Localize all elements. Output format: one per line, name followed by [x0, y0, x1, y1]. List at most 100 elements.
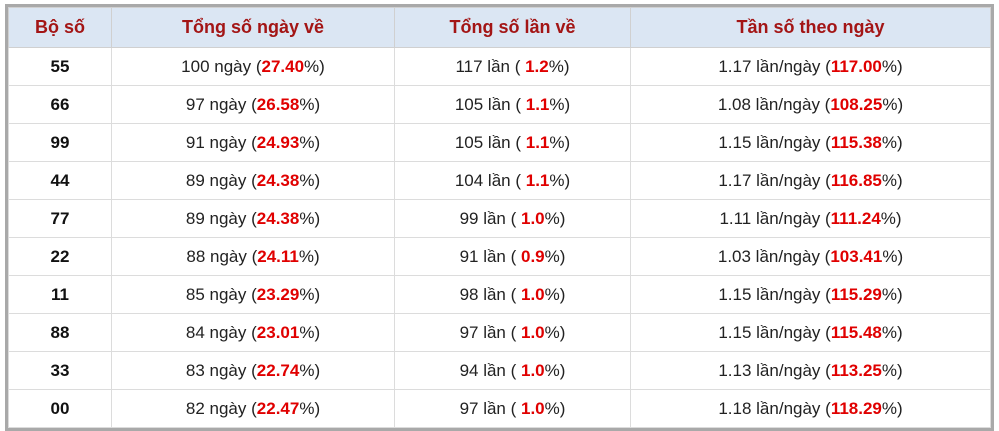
header-cell: Tổng số lần về — [394, 7, 631, 48]
stat-cell: 105 lần ( 1.1%) — [394, 85, 631, 124]
cell-text: 1.08 lần/ngày ( — [717, 94, 831, 114]
percent-value: 1.2 — [525, 56, 549, 76]
cell-text: %) — [882, 94, 904, 114]
percent-value: 1.0 — [521, 284, 545, 304]
percent-value: 1.1 — [525, 94, 550, 114]
table-row: 44 89 ngày (24.38%) 104 lần ( 1.1%) 1.17 lầ… — [8, 161, 991, 200]
cell-text: 98 lần ( — [459, 284, 521, 304]
stat-cell: 1.15 lần/ngày (115.38%) — [630, 123, 991, 162]
number-cell: 11 — [8, 275, 112, 314]
stat-cell: 97 lần ( 1.0%) — [394, 313, 631, 352]
cell-text: 1.18 lần/ngày ( — [718, 398, 831, 418]
percent-value: 24.38 — [256, 208, 300, 228]
stat-cell: 1.08 lần/ngày (108.25%) — [630, 85, 991, 124]
cell-text: %) — [549, 132, 571, 152]
percent-value: 1.1 — [525, 170, 550, 190]
percent-value: 111.24 — [830, 208, 881, 228]
percent-value: 103.41 — [830, 246, 883, 266]
header-cell: Bộ số — [8, 7, 112, 48]
stat-cell: 98 lần ( 1.0%) — [394, 275, 631, 314]
frequency-table: Bộ số Tổng số ngày về Tổng số lần về Tần số… — [8, 7, 991, 428]
percent-value: 1.0 — [521, 360, 545, 380]
cell-text: %) — [548, 56, 570, 76]
stat-cell: 104 lần ( 1.1%) — [394, 161, 631, 200]
percent-value: 115.48 — [830, 322, 882, 342]
cell-text: %) — [881, 322, 903, 342]
percent-value: 1.0 — [521, 208, 545, 228]
cell-text: %) — [304, 56, 325, 76]
cell-text: %) — [299, 208, 321, 228]
cell-text: %) — [544, 284, 566, 304]
stat-cell: 1.13 lần/ngày (113.25%) — [630, 351, 991, 390]
cell-text: %) — [544, 208, 566, 228]
number-cell: 55 — [8, 47, 112, 86]
stat-cell: 1.15 lần/ngày (115.29%) — [630, 275, 991, 314]
percent-value: 23.01 — [256, 322, 300, 342]
cell-text: %) — [882, 246, 904, 266]
percent-value: 1.1 — [525, 132, 550, 152]
cell-text: %) — [881, 284, 903, 304]
cell-text: 85 ngày ( — [185, 284, 257, 304]
number-cell: 44 — [8, 161, 112, 200]
stat-cell: 89 ngày (24.38%) — [111, 161, 395, 200]
cell-text: 82 ngày ( — [185, 398, 257, 418]
percent-value: 1.0 — [521, 322, 545, 342]
header-cell: Tần số theo ngày — [630, 7, 991, 48]
percent-value: 24.38 — [256, 170, 300, 190]
cell-text: %) — [544, 322, 566, 342]
cell-text: %) — [299, 398, 321, 418]
stat-cell: 1.17 lần/ngày (116.85%) — [630, 161, 991, 200]
cell-text: 105 lần ( — [454, 94, 526, 114]
cell-text: 89 ngày ( — [185, 170, 257, 190]
table-frame: Bộ số Tổng số ngày về Tổng số lần về Tần số… — [5, 4, 994, 431]
stat-cell: 1.17 lần/ngày (117.00%) — [630, 47, 991, 86]
percent-value: 116.85 — [830, 170, 882, 190]
cell-text: 84 ngày ( — [185, 322, 257, 342]
number-cell: 22 — [8, 237, 112, 276]
stat-cell: 91 ngày (24.93%) — [111, 123, 395, 162]
cell-text: %) — [544, 360, 566, 380]
cell-text: 88 ngày ( — [186, 246, 258, 266]
percent-value: 108.25 — [830, 94, 883, 114]
cell-text: %) — [299, 322, 321, 342]
percent-value: 115.29 — [830, 284, 882, 304]
number-cell: 66 — [8, 85, 112, 124]
stat-cell: 83 ngày (22.74%) — [111, 351, 395, 390]
percent-value: 22.47 — [256, 398, 300, 418]
stat-cell: 89 ngày (24.38%) — [111, 199, 395, 238]
stat-cell: 82 ngày (22.47%) — [111, 389, 395, 428]
stat-cell: 91 lần ( 0.9%) — [394, 237, 631, 276]
number-cell: 99 — [8, 123, 112, 162]
table-row: 66 97 ngày (26.58%) 105 lần ( 1.1%) 1.08 lầ… — [8, 85, 991, 124]
stat-cell: 97 lần ( 1.0%) — [394, 389, 631, 428]
percent-value: 115.38 — [830, 132, 882, 152]
table-row: 33 83 ngày (22.74%) 94 lần ( 1.0%) 1.13 lần… — [8, 351, 991, 390]
cell-text: %) — [299, 132, 321, 152]
table-row: 99 91 ngày (24.93%) 105 lần ( 1.1%) 1.15 lầ… — [8, 123, 991, 162]
cell-text: 89 ngày ( — [185, 208, 257, 228]
cell-text: %) — [881, 398, 903, 418]
cell-text: 91 ngày ( — [185, 132, 257, 152]
table-row: 11 85 ngày (23.29%) 98 lần ( 1.0%) 1.15 lần… — [8, 275, 991, 314]
cell-text: %) — [299, 170, 321, 190]
stat-cell: 84 ngày (23.01%) — [111, 313, 395, 352]
table-row: 88 84 ngày (23.01%) 97 lần ( 1.0%) 1.15 lần… — [8, 313, 991, 352]
cell-text: %) — [881, 56, 903, 76]
stat-cell: 117 lần ( 1.2%) — [394, 47, 631, 86]
header-cell: Tổng số ngày về — [111, 7, 395, 48]
stat-cell: 100 ngày (27.40%) — [111, 47, 395, 86]
table-row: 77 89 ngày (24.38%) 99 lần ( 1.0%) 1.11 lần… — [8, 199, 991, 238]
percent-value: 26.58 — [256, 94, 300, 114]
cell-text: %) — [881, 170, 903, 190]
percent-value: 24.93 — [256, 132, 300, 152]
stat-cell: 99 lần ( 1.0%) — [394, 199, 631, 238]
cell-text: 83 ngày ( — [185, 360, 257, 380]
cell-text: %) — [549, 94, 571, 114]
number-cell: 00 — [8, 389, 112, 428]
percent-value: 27.40 — [261, 56, 305, 76]
cell-text: 1.17 lần/ngày ( — [718, 170, 831, 190]
cell-text: 94 lần ( — [459, 360, 521, 380]
percent-value: 0.9 — [521, 246, 545, 266]
stat-cell: 85 ngày (23.29%) — [111, 275, 395, 314]
percent-value: 1.0 — [521, 398, 545, 418]
